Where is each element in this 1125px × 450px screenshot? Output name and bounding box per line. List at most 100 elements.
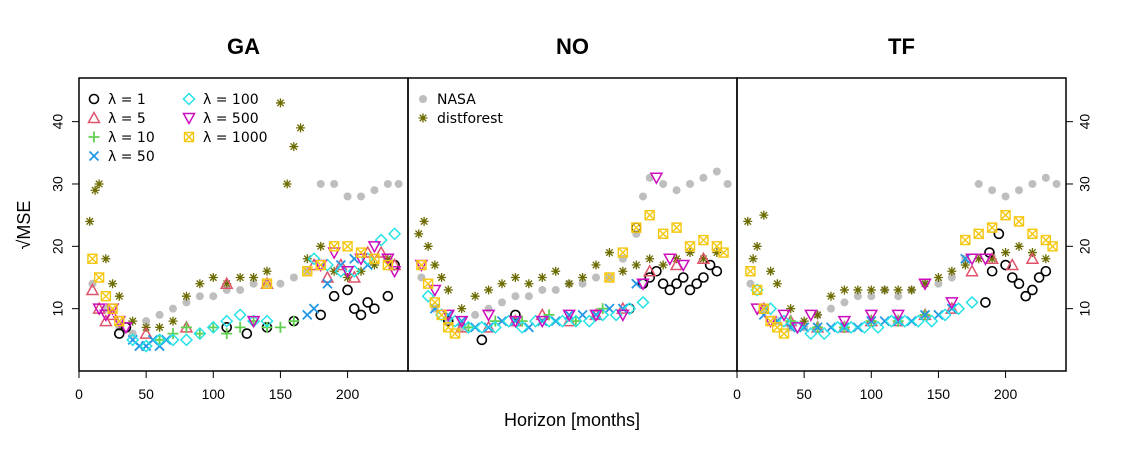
data-point — [327, 247, 341, 260]
legend-marker — [183, 131, 195, 143]
data-point — [1033, 272, 1045, 283]
data-point — [1027, 284, 1038, 296]
data-point — [604, 272, 615, 283]
data-point — [423, 241, 433, 251]
data-point — [221, 328, 233, 340]
data-point — [804, 309, 818, 322]
legend-label: distforest — [437, 111, 503, 127]
data-point — [316, 179, 325, 188]
data-point — [542, 314, 556, 328]
data-point — [551, 285, 560, 294]
data-point — [382, 290, 394, 302]
data-point — [604, 303, 615, 314]
data-point — [523, 322, 534, 333]
data-point — [113, 328, 125, 339]
data-point — [320, 258, 334, 272]
data-point — [853, 285, 863, 295]
data-point — [685, 248, 695, 258]
panel-tf: TF 0 50 100 150 200 — [733, 34, 1067, 402]
data-point — [938, 308, 952, 322]
data-point — [777, 314, 791, 328]
data-point — [315, 309, 327, 321]
y-tick-label: 10 — [1077, 301, 1093, 317]
data-point — [374, 233, 388, 247]
data-point — [448, 314, 462, 328]
data-point — [92, 303, 106, 316]
data-point — [168, 316, 178, 326]
legend-marker — [419, 95, 427, 103]
data-point — [1015, 186, 1023, 195]
data-point — [1041, 254, 1051, 264]
legend-label: λ = 100 — [203, 92, 259, 108]
data-point — [394, 179, 403, 188]
panel-no: NO — [407, 34, 738, 378]
data-point — [840, 298, 849, 307]
data-point — [207, 321, 219, 333]
legend-marker — [418, 113, 428, 123]
series--500 — [750, 253, 993, 335]
data-point — [804, 327, 818, 341]
data-point — [511, 292, 520, 301]
series--10 — [154, 315, 300, 346]
data-point — [369, 253, 380, 264]
legend-label: λ = 50 — [108, 149, 155, 165]
data-point — [94, 179, 104, 189]
data-point — [1005, 257, 1020, 271]
data-point — [529, 314, 543, 328]
data-point — [442, 315, 454, 327]
data-point — [1020, 290, 1032, 302]
data-point — [194, 328, 206, 340]
data-point — [799, 316, 809, 326]
data-point — [596, 308, 610, 322]
data-point — [443, 285, 453, 295]
data-point — [947, 266, 957, 276]
data-point — [812, 322, 823, 333]
data-point — [799, 322, 810, 333]
series--1000 — [416, 209, 729, 339]
data-point — [618, 266, 628, 276]
data-point — [429, 297, 441, 308]
data-point — [449, 328, 461, 339]
data-point — [1013, 278, 1025, 290]
data-point — [416, 259, 427, 271]
data-point — [1013, 216, 1025, 227]
data-point — [340, 266, 355, 279]
data-point — [826, 291, 836, 301]
data-point — [347, 264, 361, 278]
data-point — [362, 297, 374, 308]
data-point — [483, 322, 494, 333]
data-point — [657, 278, 669, 290]
data-point — [153, 333, 167, 347]
data-point — [421, 289, 435, 303]
data-point — [893, 285, 903, 295]
data-point — [817, 327, 831, 341]
data-point — [85, 282, 100, 296]
data-point — [90, 185, 100, 195]
x-tick-label: 50 — [796, 386, 812, 402]
data-point — [947, 273, 956, 282]
data-point — [166, 333, 180, 347]
data-point — [154, 334, 166, 346]
data-point — [582, 314, 596, 328]
data-point — [879, 315, 890, 327]
data-point — [484, 285, 494, 295]
data-point — [316, 241, 326, 251]
data-point — [236, 285, 245, 294]
data-point — [891, 309, 905, 322]
data-point — [484, 304, 493, 313]
data-point — [960, 260, 970, 270]
data-point — [570, 315, 582, 327]
data-point — [839, 285, 849, 295]
data-point — [535, 315, 550, 329]
data-point — [837, 315, 852, 329]
x-axis: 0 50 100 150 200 — [733, 370, 1017, 402]
data-point — [712, 167, 721, 176]
data-point — [751, 284, 763, 296]
data-point — [328, 241, 340, 252]
data-point — [322, 278, 333, 289]
data-point — [114, 291, 124, 301]
data-point — [898, 314, 912, 328]
data-point — [302, 266, 313, 277]
data-point — [965, 295, 979, 309]
data-point — [790, 322, 805, 335]
